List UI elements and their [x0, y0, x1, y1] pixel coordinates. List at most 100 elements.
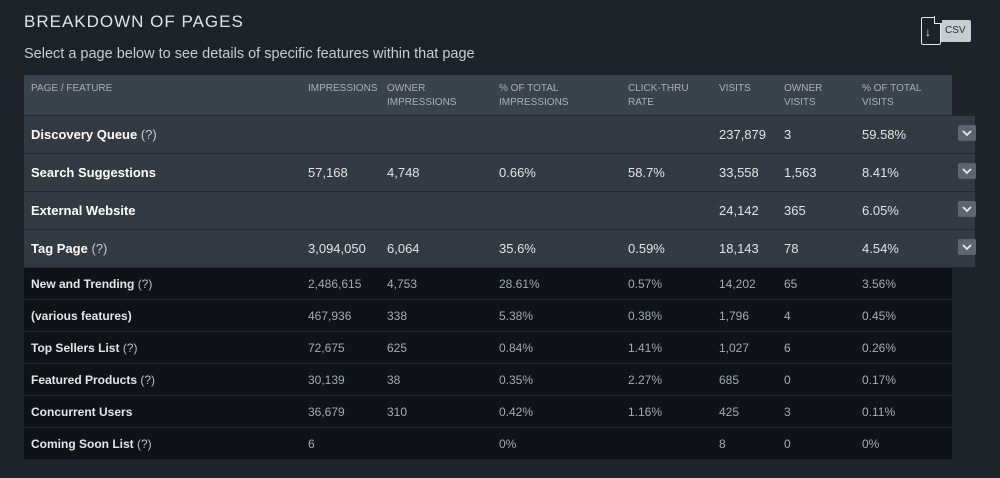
- help-tooltip-icon[interactable]: (?): [91, 241, 108, 256]
- cell-pct-visits: 59.58%: [862, 127, 907, 142]
- chevron-down-icon[interactable]: [958, 163, 976, 179]
- cell-pct-visits: 0%: [862, 437, 880, 451]
- cell-owner-visits: 4: [784, 309, 791, 323]
- column-header: IMPRESSIONS: [308, 83, 378, 94]
- column-header: % OF TOTAL IMPRESSIONS: [499, 83, 569, 108]
- cell-ctr: 58.7%: [628, 165, 665, 180]
- page-row[interactable]: Tag Page (?) 3,094,050 6,064 35.6% 0.59% 18,1…: [24, 229, 976, 267]
- feature-row: (various features) 467,936 338 5.38% 0.38% 1,…: [24, 299, 952, 331]
- cell-visits: 14,202: [719, 277, 756, 291]
- cell-ctr: 1.16%: [628, 405, 663, 419]
- help-tooltip-icon[interactable]: (?): [122, 341, 138, 355]
- table-body: Discovery Queue (?) 237,879 3 59.58% Search …: [24, 115, 976, 459]
- cell-pct-impressions: 35.6%: [499, 241, 536, 256]
- cell-owner-impressions: 4,753: [387, 277, 418, 291]
- row-name: (various features): [31, 309, 132, 323]
- feature-row: Coming Soon List (?) 6 0% 8 0 0%: [24, 427, 952, 459]
- cell-visits: 237,879: [719, 127, 766, 142]
- row-name: New and Trending (?): [31, 277, 152, 291]
- cell-owner-impressions: 4,748: [387, 165, 420, 180]
- row-name: Featured Products (?): [31, 373, 155, 387]
- cell-owner-visits: 6: [784, 341, 791, 355]
- page-row[interactable]: External Website 24,142 365 6.05%: [24, 191, 976, 229]
- cell-owner-impressions: 38: [387, 373, 401, 387]
- cell-owner-impressions: 310: [387, 405, 408, 419]
- feature-row: New and Trending (?) 2,486,615 4,753 28.61%…: [24, 267, 952, 299]
- feature-row: Featured Products (?) 30,139 38 0.35% 2.27% 6…: [24, 363, 952, 395]
- help-tooltip-icon[interactable]: (?): [137, 277, 153, 291]
- cell-pct-impressions: 0.84%: [499, 341, 534, 355]
- column-header: PAGE / FEATURE: [31, 83, 113, 94]
- cell-owner-visits: 78: [784, 241, 799, 256]
- cell-pct-impressions: 0.35%: [499, 373, 534, 387]
- cell-impressions: 2,486,615: [308, 277, 362, 291]
- cell-owner-visits: 65: [784, 277, 798, 291]
- cell-pct-impressions: 28.61%: [499, 277, 540, 291]
- cell-visits: 18,143: [719, 241, 759, 256]
- cell-impressions: 6: [308, 437, 315, 451]
- csv-download-button[interactable]: ↓ CSV: [921, 16, 977, 46]
- cell-visits: 1,796: [719, 309, 750, 323]
- row-name-text: Discovery Queue: [31, 127, 138, 142]
- row-name-text: Tag Page: [31, 241, 88, 256]
- cell-ctr: 1.41%: [628, 341, 663, 355]
- cell-impressions: 3,094,050: [308, 241, 366, 256]
- cell-impressions: 30,139: [308, 373, 345, 387]
- row-name-text: External Website: [31, 203, 136, 218]
- cell-impressions: 57,168: [308, 165, 348, 180]
- cell-pct-visits: 3.56%: [862, 277, 897, 291]
- cell-ctr: 0.59%: [628, 241, 665, 256]
- table-header: PAGE / FEATURE IMPRESSIONS OWNER IMPRESSION…: [24, 75, 952, 115]
- cell-impressions: 72,675: [308, 341, 345, 355]
- cell-pct-visits: 6.05%: [862, 203, 899, 218]
- chevron-down-icon[interactable]: [958, 201, 976, 217]
- row-name-text: (various features): [31, 309, 132, 323]
- row-name-text: Top Sellers List: [31, 341, 120, 355]
- cell-pct-impressions: 0.42%: [499, 405, 534, 419]
- cell-ctr: 0.57%: [628, 277, 663, 291]
- cell-owner-visits: 1,563: [784, 165, 817, 180]
- column-header: OWNER VISITS: [784, 83, 823, 108]
- cell-owner-impressions: 338: [387, 309, 408, 323]
- row-name-text: Concurrent Users: [31, 405, 133, 419]
- cell-pct-visits: 8.41%: [862, 165, 899, 180]
- cell-impressions: 36,679: [308, 405, 345, 419]
- column-header: OWNER IMPRESSIONS: [387, 83, 457, 108]
- cell-pct-impressions: 0.66%: [499, 165, 536, 180]
- download-file-icon: ↓: [921, 16, 942, 45]
- cell-ctr: 0.38%: [628, 309, 663, 323]
- row-name: Coming Soon List (?): [31, 437, 152, 451]
- page-row[interactable]: Search Suggestions 57,168 4,748 0.66% 58.7% 3…: [24, 153, 976, 191]
- row-name: Top Sellers List (?): [31, 341, 137, 355]
- row-name: Concurrent Users: [31, 405, 132, 419]
- cell-visits: 425: [719, 405, 740, 419]
- row-name-text: Coming Soon List: [31, 437, 134, 451]
- help-tooltip-icon[interactable]: (?): [140, 373, 156, 387]
- row-name: Discovery Queue (?): [31, 127, 157, 142]
- cell-visits: 8: [719, 437, 726, 451]
- cell-visits: 685: [719, 373, 740, 387]
- help-tooltip-icon[interactable]: (?): [137, 437, 152, 451]
- column-header: CLICK-THRU RATE: [628, 83, 689, 108]
- cell-owner-visits: 0: [784, 437, 791, 451]
- pages-table: PAGE / FEATURE IMPRESSIONS OWNER IMPRESSION…: [24, 75, 976, 459]
- cell-ctr: 2.27%: [628, 373, 663, 387]
- cell-impressions: 467,936: [308, 309, 352, 323]
- cell-owner-visits: 3: [784, 405, 791, 419]
- section-title: BREAKDOWN OF PAGES: [24, 12, 244, 31]
- row-name: Search Suggestions: [31, 165, 156, 180]
- feature-row: Concurrent Users 36,679 310 0.42% 1.16% 425 3 0…: [24, 395, 952, 427]
- column-header: VISITS: [719, 83, 751, 94]
- csv-label: CSV: [939, 20, 971, 42]
- cell-pct-visits: 4.54%: [862, 241, 899, 256]
- chevron-down-icon[interactable]: [958, 239, 976, 255]
- page-row[interactable]: Discovery Queue (?) 237,879 3 59.58%: [24, 115, 976, 153]
- cell-pct-impressions: 0%: [499, 437, 517, 451]
- cell-visits: 33,558: [719, 165, 759, 180]
- row-name: Tag Page (?): [31, 241, 107, 256]
- help-tooltip-icon[interactable]: (?): [140, 127, 157, 142]
- cell-pct-visits: 0.45%: [862, 309, 897, 323]
- row-name: External Website: [31, 203, 136, 218]
- cell-owner-impressions: 6,064: [387, 241, 420, 256]
- chevron-down-icon[interactable]: [958, 125, 976, 141]
